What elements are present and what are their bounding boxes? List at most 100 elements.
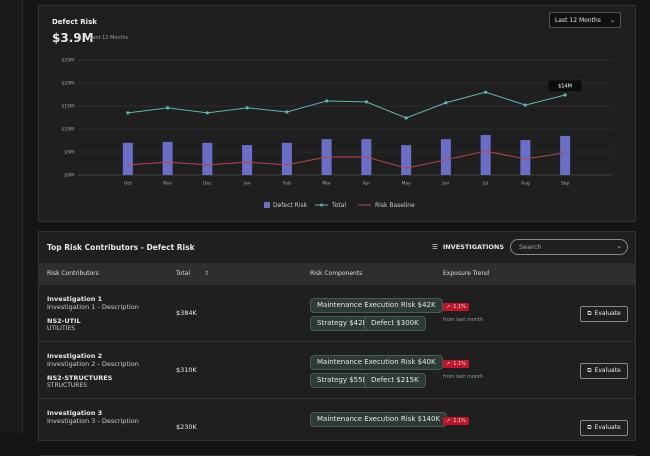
evaluate-label: Evaluate [594,310,621,317]
marker [563,93,567,97]
filter-label: INVESTIGATIONS [442,243,505,251]
table-title: Top Risk Contributors - Defect Risk [47,243,195,252]
risk-component-chip: Maintenance Execution Risk $40K [310,355,443,370]
trend-value: 1.1% [453,304,466,310]
chart-title: Defect Risk [52,18,97,26]
column-header: Total ⇕ [176,270,210,277]
x-tick-label: Oct [124,181,132,187]
marker [126,111,130,115]
evaluate-button[interactable]: ⧉ Evaluate [580,363,628,379]
tooltip-box [547,79,583,93]
marker [285,110,289,114]
evaluate-button[interactable]: ⧉ Evaluate [580,306,628,322]
sort-icon: ⇕ [204,270,210,277]
evaluate-icon: ⧉ [587,424,592,431]
legend-label: Risk Baseline [375,202,415,209]
search-placeholder: Search [519,243,542,251]
bar [440,139,451,175]
trend-badge: ↗ 1.1% [443,417,469,425]
tooltip-text: $14M [558,84,572,90]
headline: $3.9M [52,31,94,45]
trend-icon: ↗ [446,304,451,310]
bar [202,142,213,175]
y-tick-label: $5M [64,150,74,156]
bar [560,135,571,175]
legend-label: Total [331,202,346,209]
risk-component-chip: Maintenance Execution Risk $42K [310,298,443,313]
y-tick-label: $0M [64,173,74,179]
trend-badge: ↗ 1.1% [443,360,469,368]
filter-button[interactable]: ☰ INVESTIGATIONS [432,243,504,251]
evaluate-icon: ⧉ [587,367,592,374]
period: Last 12 Months [90,35,129,41]
line [127,91,566,119]
search-icon: ⌕ [617,243,621,251]
trend-value: 1.1% [453,418,466,424]
legend-marker [320,203,323,207]
x-tick-label: Sep [561,181,570,187]
y-tick-label: $20M [62,81,75,87]
row-total: $310K [176,366,197,374]
table-row: Investigation 2 Investigation 2 - Descrip… [39,342,635,399]
risk-component-chip: Defect $215K [364,373,426,388]
marker [325,99,329,103]
risk-component-chip: Maintenance Execution Risk $140K [310,412,448,427]
table-row: Investigation 3 Investigation 3 - Descrip… [39,399,635,456]
chart: Defect Risk $0M $5M $10M $15M $20M $25M Oct Nov… [52,18,613,209]
chevron: ⌄ [609,17,615,24]
contributor-code: NS2-STRUCTURES [47,374,113,382]
marker [484,90,488,94]
bar [480,134,491,175]
marker [166,106,170,110]
bar [122,142,133,175]
page: Last 12 Months ⌄ $3.9M Last 12 Months Def… [0,0,636,456]
line [127,150,566,169]
x-tick-label: Apr [362,181,370,187]
column-header: Risk Components [310,270,363,277]
contributor-code: NS2-UTIL [47,317,81,325]
bar [520,140,531,175]
y-tick-label: $25M [62,58,75,64]
y-tick-label: $15M [62,104,75,110]
contributor-name: Investigation 3 [47,409,103,417]
row-total: $384K [176,309,197,317]
evaluate-label: Evaluate [594,424,621,431]
bar [281,142,292,175]
x-tick-label: May [401,181,411,187]
x-tick-label: Jun [441,181,449,187]
contributor-category: STRUCTURES [47,382,88,389]
column-header: Risk Contributors [47,270,99,277]
sidebar [0,0,23,433]
dropdown-label: Last 12 Months [555,17,601,24]
x-tick-label: Feb [283,181,291,187]
risk-component-chip: Strategy $42K [310,316,375,331]
marker [245,106,249,110]
trend-value: 1.1% [453,361,466,367]
trend-icon: ↗ [446,361,451,367]
contributor-category: UTILITIES [47,325,75,332]
risk-component-chip: Defect $300K [364,316,426,331]
bar [401,145,412,175]
evaluate-button[interactable]: ⧉ Evaluate [580,420,628,436]
risk-component-chip: Strategy $55K [310,373,375,388]
trend-note: from last month [443,317,484,323]
table-header [39,263,635,285]
search-box[interactable]: Search ⌕ [510,239,628,255]
legend-swatch [264,202,270,208]
contributor-name: Investigation 1 [47,295,103,303]
x-tick-label: Aug [521,181,530,187]
bar [162,141,173,175]
x-tick-label: Nov [163,181,172,187]
marker [364,100,368,104]
x-tick-label: Mar [322,181,331,187]
y-tick-label: $10M [62,127,75,133]
contributor-name: Investigation 2 [47,352,103,360]
marker [205,111,209,115]
evaluate-icon: ⧉ [587,310,592,317]
row-total: $230K [176,423,197,431]
trend-note: from last month [443,374,484,380]
period-dropdown[interactable]: Last 12 Months ⌄ [549,12,621,28]
legend-label: Defect Risk [273,202,308,209]
marker [444,101,448,105]
filter-icon: ☰ [432,243,438,251]
